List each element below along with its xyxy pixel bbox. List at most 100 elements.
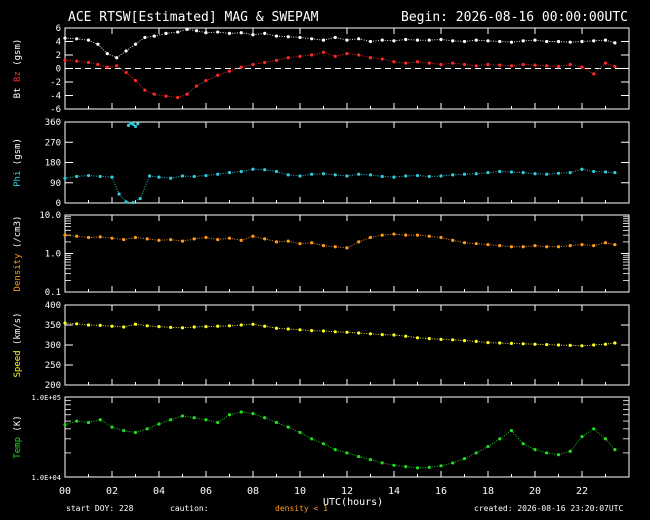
series-segment-density (158, 239, 171, 241)
series-segment-density (229, 237, 242, 241)
y-tick-label: 270 (45, 138, 61, 148)
series-segment-temp (370, 459, 383, 464)
series-segment-phi (570, 168, 583, 174)
series-segment-temp (264, 417, 277, 423)
series-segment-speed (264, 325, 277, 329)
y-axis-label-temp: Temp (K) (13, 415, 23, 458)
data-point-phi (138, 196, 142, 201)
series-segment-phi (487, 171, 500, 174)
series-segment-density (335, 246, 348, 249)
series-segment-phi (335, 174, 348, 177)
data-point-phi (357, 172, 361, 176)
series-segment-phi (158, 176, 171, 179)
data-point-density (251, 234, 255, 238)
begin-timestamp: Begin: 2026-08-16 00:00:00UTC (401, 10, 628, 25)
series-segment-density (182, 238, 195, 242)
series-segment-temp (499, 430, 512, 440)
series-segment-temp (534, 449, 547, 454)
data-point-temp (613, 448, 617, 452)
series-segment-phi (417, 175, 430, 177)
chart-title: ACE RTSW[Estimated] MAG & SWEPAM (68, 10, 319, 25)
x-tick-label: 10 (294, 486, 306, 497)
series-segment-bz (417, 61, 430, 64)
series-segment-speed (299, 329, 312, 332)
data-point-density (451, 238, 455, 242)
series-segment-temp (581, 428, 594, 437)
y-tick-label: 4 (56, 38, 61, 48)
start-doy: start DOY: 228 (66, 504, 134, 513)
series-segment-bt (476, 39, 489, 42)
series-segment-speed (417, 337, 430, 340)
series-segment-speed (111, 325, 124, 328)
series-segment-density (346, 241, 359, 249)
data-point-phi (98, 174, 102, 179)
data-point-bz (286, 56, 290, 60)
series-segment-phi (64, 176, 77, 179)
series-segment-density (64, 234, 77, 237)
panel-frame-density (64, 214, 630, 293)
series-segment-bz (452, 62, 465, 65)
series-segment-speed (593, 343, 606, 346)
series-segment-bz (476, 64, 489, 67)
series-segment-temp (393, 464, 406, 468)
series-segment-speed (123, 323, 136, 328)
series-segment-bt (125, 43, 136, 52)
data-point-density (263, 237, 267, 241)
data-point-density (169, 237, 173, 242)
series-segment-speed (135, 323, 148, 327)
series-segment-density (111, 237, 124, 241)
series-segment-phi (382, 176, 395, 178)
series-segment-speed (241, 323, 254, 326)
series-segment-density (558, 245, 571, 248)
y-tick-label: 1.0 (45, 250, 61, 260)
series-segment-bz (534, 64, 547, 67)
series-segment-phi (511, 171, 524, 174)
series-segment-density (476, 243, 489, 246)
series-segment-density (264, 238, 277, 243)
series-segment-temp (558, 450, 571, 456)
y-tick-label: -4 (50, 92, 61, 102)
series-segment-density (370, 234, 383, 238)
series-segment-bt (177, 28, 188, 33)
data-point-density (603, 241, 608, 245)
data-point-phi (613, 171, 617, 175)
series-segment-phi (346, 173, 359, 177)
series-segment-temp (523, 443, 536, 451)
series-segment-temp (288, 426, 301, 433)
series-segment-bz (487, 64, 500, 66)
series-segment-bz (125, 72, 136, 81)
data-point-phi (86, 173, 91, 178)
series-segment-density (534, 245, 547, 248)
data-point-phi (263, 168, 267, 172)
data-point-bt (509, 40, 514, 44)
series-segment-density (429, 235, 442, 238)
series-segment-speed (182, 326, 195, 329)
series-segment-bt (241, 32, 254, 36)
series-segment-bt (288, 36, 301, 38)
series-segment-speed (581, 344, 594, 347)
series-segment-density (170, 239, 183, 242)
series-segment-bz (299, 54, 312, 57)
data-point-density (286, 239, 290, 243)
series-segment-bz (358, 54, 371, 59)
series-segment-bz (88, 61, 98, 65)
series-segment-bz (154, 93, 167, 97)
series-segment-phi (205, 173, 218, 176)
series-segment-bt (382, 39, 395, 42)
series-segment-density (393, 233, 406, 236)
data-point-bt (152, 34, 156, 38)
data-point-bt (133, 42, 138, 46)
x-axis-label: UTC(hours) (323, 497, 384, 508)
series-segment-speed (370, 333, 383, 336)
series-segment-phi (241, 168, 254, 172)
series-segment-speed (288, 328, 301, 331)
data-point-density (310, 241, 314, 245)
series-segment-bz (229, 66, 242, 72)
density-caution-note: density < 1 (275, 504, 328, 513)
series-segment-bt (264, 32, 277, 37)
series-segment-bt (452, 40, 465, 42)
series-segment-speed (147, 325, 160, 328)
series-segment-speed (229, 324, 242, 327)
y-tick-label: 300 (45, 341, 61, 351)
data-point-density (427, 234, 431, 238)
